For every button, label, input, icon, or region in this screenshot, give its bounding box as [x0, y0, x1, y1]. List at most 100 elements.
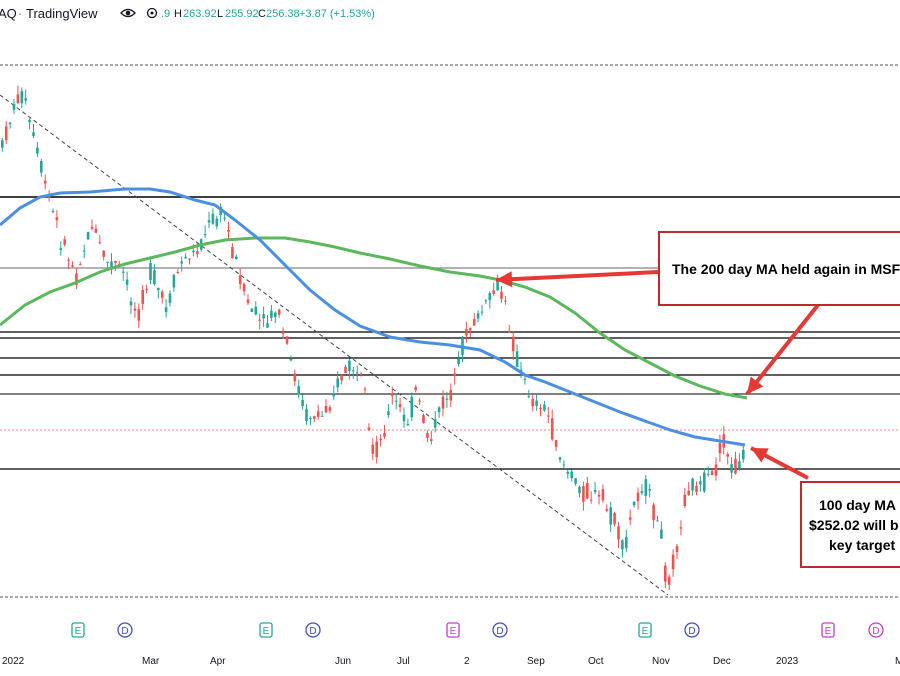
ma200-line: [0, 236, 748, 400]
candle-body: [43, 180, 47, 184]
candle-body: [726, 454, 729, 457]
x-tick-label: 2022: [2, 656, 25, 667]
candle-body: [410, 396, 414, 418]
candle-body: [141, 289, 144, 305]
earnings-marker: E: [638, 622, 652, 638]
candle-body: [687, 490, 690, 495]
candle-body: [211, 213, 215, 224]
candle-body: [543, 404, 546, 411]
candle-body: [262, 314, 265, 319]
candle-body: [476, 313, 480, 319]
earnings-marker-shape: [259, 622, 273, 638]
ohlc-fragment: .9: [161, 8, 171, 20]
candle-body: [40, 160, 43, 173]
candle-body: [172, 275, 176, 288]
candle-body: [344, 366, 347, 374]
symbol-label[interactable]: AQ: [0, 6, 17, 21]
event-marker-symbol: D: [872, 626, 879, 637]
candle-body: [535, 400, 538, 406]
candle-body: [79, 264, 82, 266]
event-marker-symbol: D: [496, 626, 503, 637]
candle-body: [527, 396, 531, 398]
candle-body: [371, 444, 375, 454]
dividend-marker-shape: [684, 622, 700, 638]
candle-body: [367, 427, 371, 431]
candle-body: [102, 250, 105, 257]
candle-body: [430, 439, 433, 441]
candle-body: [176, 272, 180, 274]
candle-body: [215, 218, 219, 227]
candle-body: [511, 336, 515, 352]
event-marker-symbol: E: [825, 626, 832, 637]
earnings-marker: E: [446, 622, 460, 638]
candle-body: [313, 416, 316, 419]
candle-body: [426, 433, 429, 438]
x-tick-label: Mar: [142, 656, 160, 667]
candle-body: [441, 396, 445, 409]
candle-body: [566, 471, 570, 474]
dividend-marker: D: [868, 622, 884, 638]
candle-body: [437, 407, 441, 413]
candle-body: [531, 398, 534, 407]
candle-body: [703, 472, 706, 492]
trendline-layer: [0, 94, 669, 596]
x-axis: 2022 Mar Apr Jun Jul 2 Sep Oct Nov Dec 2023 M: [2, 656, 900, 667]
candle-body: [601, 489, 605, 501]
candle-body: [63, 239, 66, 245]
event-marker-symbol: E: [263, 626, 270, 637]
candle-body: [675, 546, 679, 553]
candle-body: [106, 261, 109, 263]
earnings-marker-shape: [638, 622, 652, 638]
dividend-marker: D: [684, 622, 700, 638]
candle-body: [305, 408, 308, 421]
candle-body: [398, 404, 402, 408]
candle-body: [71, 265, 74, 267]
candle-body: [593, 489, 597, 493]
x-tick-label: Nov: [652, 656, 670, 667]
candle-body: [636, 492, 640, 502]
candle-body: [671, 554, 675, 570]
candle-body: [289, 358, 293, 361]
candle-body: [196, 251, 199, 255]
trendline: [0, 94, 669, 596]
candle-body: [231, 247, 234, 258]
candle-body: [414, 387, 417, 391]
close-label: C: [258, 8, 266, 20]
candle-body: [379, 438, 382, 440]
ma100-callout-line3: key target: [829, 537, 896, 553]
candle-body: [94, 228, 98, 233]
settings-icon[interactable]: [146, 7, 158, 19]
candle-body: [223, 217, 226, 219]
candle-body: [114, 260, 117, 263]
annotation-arrows: [495, 270, 820, 480]
candle-body: [664, 565, 667, 582]
ma200-callout: The 200 day MA held again in MSF: [658, 231, 900, 306]
candle-body: [484, 300, 488, 302]
candle-body: [718, 442, 722, 454]
candle-body: [250, 308, 254, 312]
candle-body: [59, 248, 63, 250]
candle-body: [515, 351, 519, 367]
x-tick-label: Dec: [713, 656, 731, 667]
candle-body: [301, 399, 304, 407]
candle-body: [562, 464, 566, 466]
candle-body: [125, 279, 129, 285]
chart-header: AQ · TradingView .9 H 263.92 L 255.92 C …: [0, 0, 900, 28]
event-marker-symbol: D: [121, 626, 128, 637]
dividend-marker-shape: [305, 622, 321, 638]
candle-body: [320, 415, 324, 417]
candle-body: [235, 256, 238, 260]
high-value: 263.92: [183, 8, 217, 20]
candle-body: [316, 411, 320, 417]
candle-body: [613, 513, 616, 525]
ma100-callout: 100 day MA $252.02 will b key target: [800, 481, 900, 568]
candle-body: [168, 293, 172, 304]
candle-body: [679, 527, 683, 529]
earnings-marker-shape: [821, 622, 835, 638]
candle-body: [188, 258, 191, 260]
candle-body: [12, 103, 16, 110]
eye-icon[interactable]: [120, 6, 136, 20]
x-tick-label: Jul: [397, 656, 410, 667]
